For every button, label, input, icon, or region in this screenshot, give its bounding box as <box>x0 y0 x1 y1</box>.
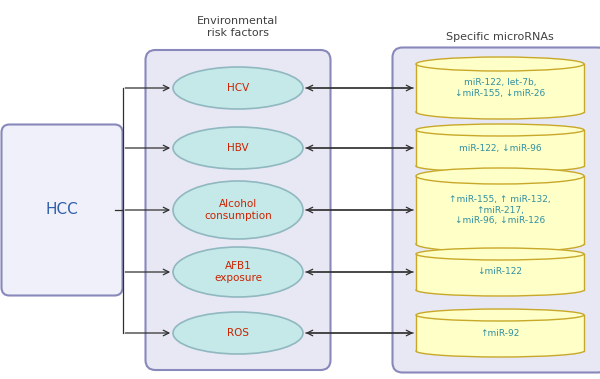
FancyBboxPatch shape <box>1 124 122 296</box>
Ellipse shape <box>416 236 584 252</box>
Ellipse shape <box>416 248 584 260</box>
Ellipse shape <box>416 345 584 357</box>
FancyBboxPatch shape <box>146 50 331 370</box>
Text: AFB1
exposure: AFB1 exposure <box>214 261 262 283</box>
Text: Specific microRNAs: Specific microRNAs <box>446 31 554 41</box>
Text: ↑miR-155, ↑ miR-132,
↑miR-217,
↓miR-96, ↓miR-126: ↑miR-155, ↑ miR-132, ↑miR-217, ↓miR-96, … <box>449 195 551 225</box>
Text: ↓miR-122: ↓miR-122 <box>478 268 523 277</box>
Polygon shape <box>416 315 584 351</box>
FancyBboxPatch shape <box>392 47 600 373</box>
Ellipse shape <box>173 127 303 169</box>
Ellipse shape <box>416 57 584 71</box>
Text: HCV: HCV <box>227 83 249 93</box>
Ellipse shape <box>416 168 584 184</box>
Ellipse shape <box>173 67 303 109</box>
Ellipse shape <box>173 181 303 239</box>
Polygon shape <box>416 130 584 166</box>
Text: HCC: HCC <box>46 202 79 218</box>
Polygon shape <box>416 254 584 290</box>
Ellipse shape <box>416 284 584 296</box>
Text: HBV: HBV <box>227 143 249 153</box>
Text: miR-122, ↓miR-96: miR-122, ↓miR-96 <box>458 144 541 152</box>
Text: Alcohol
consumption: Alcohol consumption <box>204 199 272 221</box>
Ellipse shape <box>416 160 584 172</box>
Text: miR-122, let-7b,
↓miR-155, ↓miR-26: miR-122, let-7b, ↓miR-155, ↓miR-26 <box>455 78 545 98</box>
Ellipse shape <box>416 309 584 321</box>
Text: Environmental
risk factors: Environmental risk factors <box>197 16 278 38</box>
Text: ROS: ROS <box>227 328 249 338</box>
Ellipse shape <box>173 247 303 297</box>
Ellipse shape <box>416 105 584 119</box>
Ellipse shape <box>173 312 303 354</box>
Text: ↑miR-92: ↑miR-92 <box>481 329 520 338</box>
Ellipse shape <box>416 124 584 136</box>
Polygon shape <box>416 64 584 112</box>
Polygon shape <box>416 176 584 244</box>
